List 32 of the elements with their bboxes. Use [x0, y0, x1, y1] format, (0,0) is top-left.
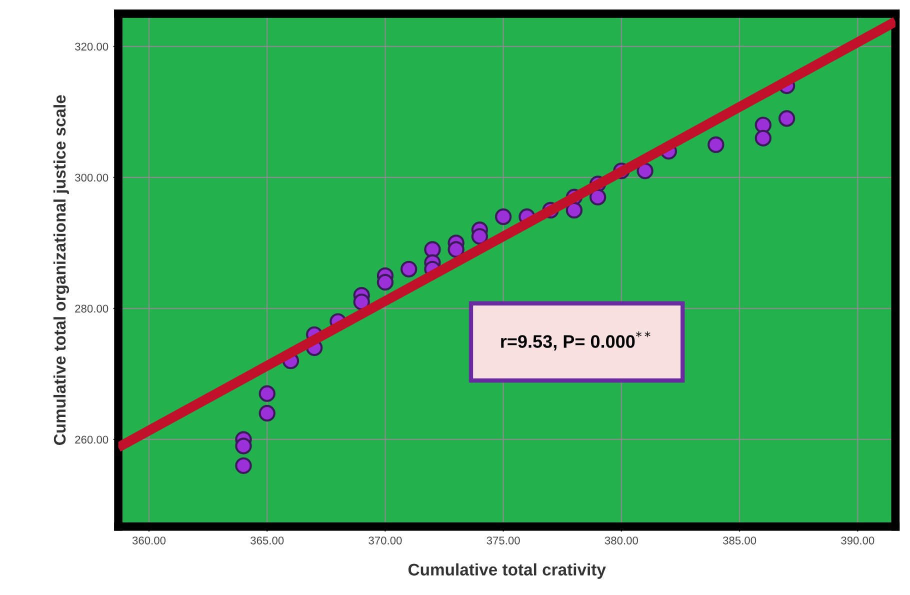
- point: [376, 274, 394, 291]
- y-tick-label: 260.00: [75, 436, 108, 444]
- point: [471, 228, 488, 245]
- x-tick-label: 365.00: [250, 536, 284, 544]
- point: [636, 162, 654, 180]
- y-axis-title: Cumulative total organizational justice scale: [53, 95, 70, 445]
- point: [566, 202, 583, 219]
- x-tick-label: 360.00: [132, 536, 166, 544]
- point: [424, 241, 441, 258]
- point: [235, 457, 252, 474]
- point: [589, 188, 606, 206]
- x-axis-title: Cumulative total crativity: [408, 563, 606, 579]
- annotation: r=9.53, P= 0.000$^{**}$: [501, 331, 650, 351]
- y-tick-label: 300.00: [75, 174, 108, 182]
- point: [778, 110, 796, 127]
- y-tick-label: 280.00: [75, 304, 108, 313]
- x-tick-label: 370.00: [368, 536, 402, 544]
- point: [754, 116, 772, 134]
- point: [708, 136, 724, 154]
- point: [448, 241, 464, 258]
- y-tick-label: 320.00: [75, 42, 108, 51]
- point: [495, 208, 512, 226]
- point: [754, 130, 772, 146]
- x-tick-label: 385.00: [722, 536, 756, 544]
- point: [353, 294, 370, 310]
- x-tick-label: 390.00: [841, 536, 874, 544]
- x-tick-label: 375.00: [486, 536, 520, 544]
- point: [258, 404, 276, 422]
- point: [235, 438, 252, 454]
- point: [400, 260, 418, 278]
- x-tick-label: 380.00: [604, 536, 638, 544]
- point: [258, 385, 276, 402]
